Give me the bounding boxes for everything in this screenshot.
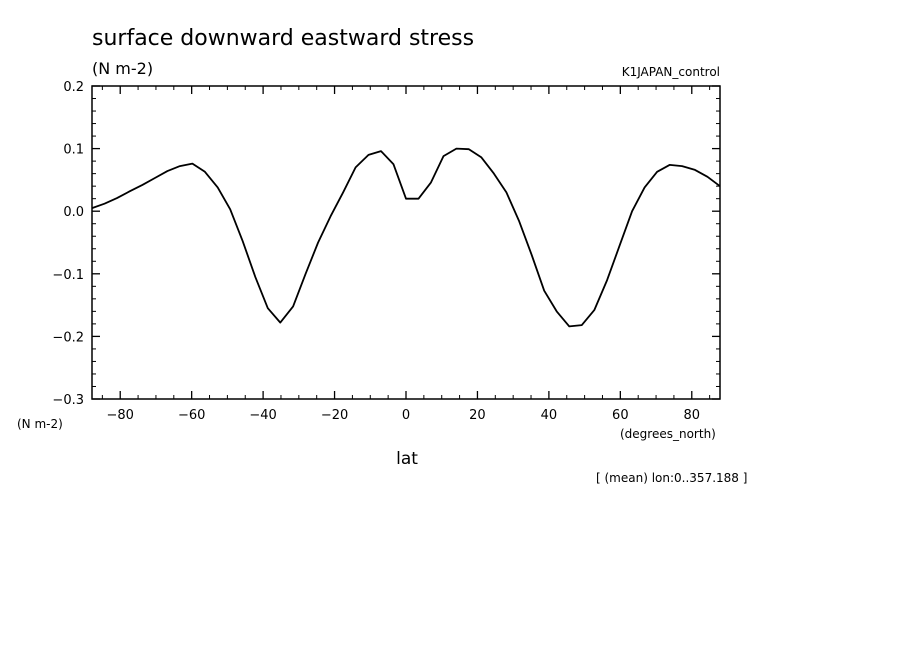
- chart-units: (N m-2): [92, 59, 153, 78]
- x-tick-label: 80: [684, 408, 701, 423]
- x-axis-label: lat: [396, 449, 418, 469]
- footnote: [ (mean) lon:0..357.188 ]: [596, 471, 747, 485]
- x-tick-label: −60: [178, 408, 205, 423]
- y-tick-label: 0.2: [63, 80, 84, 95]
- y-tick-label: 0.1: [63, 143, 84, 158]
- x-tick-label: −40: [249, 408, 276, 423]
- y-tick-label: −0.2: [52, 330, 84, 345]
- series: [91, 147, 721, 328]
- y-axis: −0.3 −0.2 −0.1 0.0 0.1 0.2: [52, 80, 720, 408]
- y-axis-label: (N m-2): [17, 417, 63, 431]
- x-tick-label: 0: [402, 408, 410, 423]
- x-axis-units: (degrees_north): [620, 427, 716, 441]
- series-line: [91, 147, 721, 328]
- x-tick-label: −80: [107, 408, 134, 423]
- y-tick-label: −0.1: [52, 268, 84, 283]
- x-axis: −80 −60 −40 −20 0 20 40 60 80: [101, 86, 711, 423]
- y-tick-label: −0.3: [52, 393, 84, 408]
- x-tick-label: 60: [612, 408, 629, 423]
- x-tick-label: 40: [541, 408, 558, 423]
- run-label: K1JAPAN_control: [622, 65, 720, 79]
- y-tick-label: 0.0: [63, 205, 84, 220]
- plot-frame: [91, 85, 721, 400]
- x-tick-label: −20: [321, 408, 348, 423]
- x-tick-label: 20: [469, 408, 486, 423]
- chart-title: surface downward eastward stress: [92, 26, 474, 51]
